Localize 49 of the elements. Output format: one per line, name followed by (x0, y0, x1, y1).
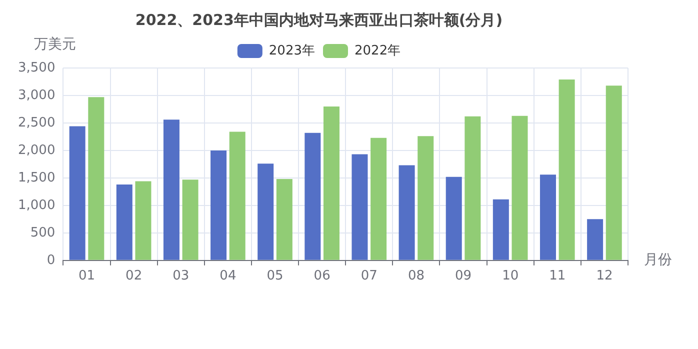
x-tick-label: 08 (408, 268, 424, 284)
x-tick-label: 05 (266, 268, 284, 284)
bar (323, 106, 340, 260)
bar (116, 184, 132, 260)
y-tick-label: 1,000 (18, 198, 56, 213)
bar (229, 132, 246, 260)
bar (370, 138, 387, 260)
bar (606, 86, 622, 260)
x-tick-label: 06 (314, 268, 330, 284)
bar (418, 136, 434, 260)
y-tick-label: 3,000 (18, 88, 56, 103)
bar (464, 116, 481, 260)
x-tick-label: 11 (549, 268, 566, 284)
y-tick-label: 2,500 (18, 115, 56, 130)
bar (88, 97, 104, 260)
x-tick-label: 09 (455, 268, 472, 284)
y-axis-title: 万美元 (34, 36, 76, 53)
y-tick-label: 3,500 (18, 60, 56, 76)
bar (446, 176, 462, 260)
bar (135, 181, 152, 260)
bar (587, 219, 604, 260)
legend-label: 2023年 (268, 43, 316, 58)
bar (352, 154, 368, 260)
x-tick-label: 01 (78, 268, 96, 284)
x-tick-label: 04 (220, 268, 236, 284)
y-tick-label: 2,000 (18, 142, 56, 158)
bar (398, 165, 415, 260)
bar (163, 120, 180, 260)
bar (512, 116, 528, 260)
bar (182, 180, 198, 260)
x-tick-label: 02 (126, 268, 142, 284)
x-tick-label: 12 (596, 268, 613, 284)
bar (210, 150, 227, 260)
bar (276, 179, 292, 260)
y-tick-label: 500 (30, 225, 56, 240)
x-tick-label: 03 (172, 268, 190, 284)
chart-title: 2022、2023年中国内地对马来西亚出口茶叶额(分月) (135, 10, 503, 29)
x-axis-title: 月份 (644, 252, 672, 268)
x-tick-label: 07 (360, 268, 378, 284)
y-tick-label: 0 (46, 252, 56, 268)
bar (540, 174, 556, 260)
bar (304, 132, 321, 260)
x-tick-label: 10 (502, 268, 519, 284)
legend-label: 2022年 (354, 43, 401, 58)
bar (69, 126, 86, 260)
bar (492, 199, 509, 260)
bar (258, 164, 274, 260)
y-tick-label: 1,500 (18, 170, 56, 186)
bar (558, 80, 575, 260)
